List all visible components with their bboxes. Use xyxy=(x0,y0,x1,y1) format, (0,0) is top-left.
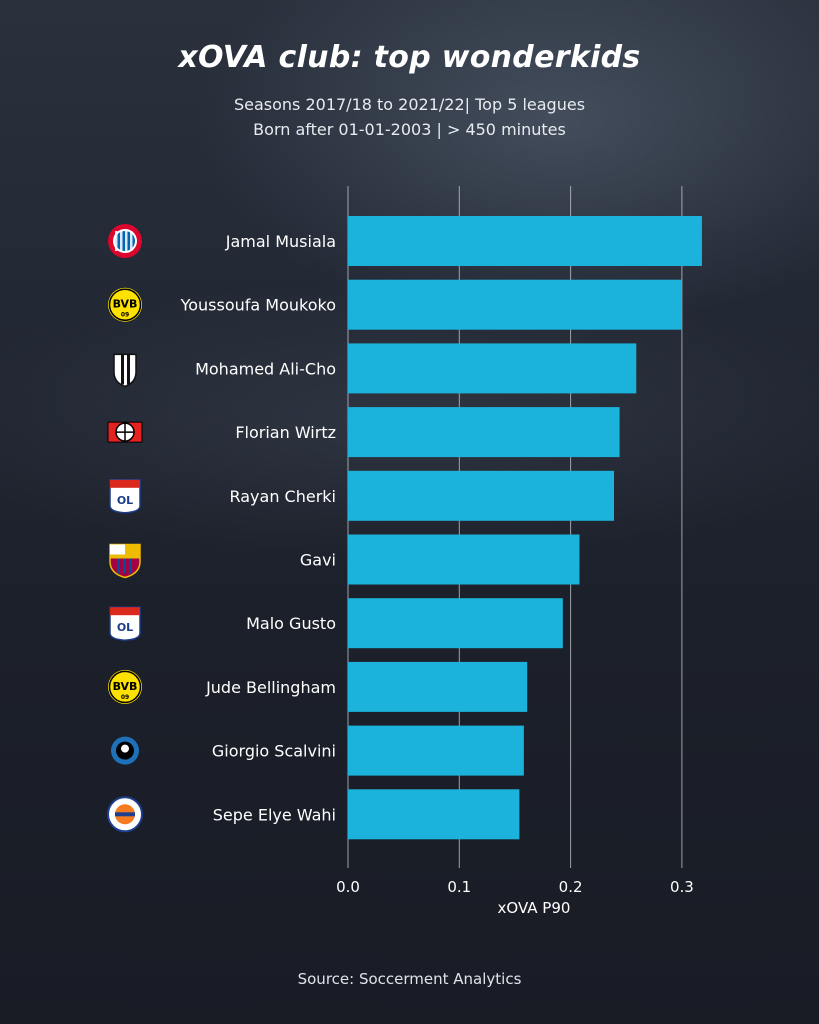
player-label: Gavi xyxy=(300,551,336,570)
chart-subtitle-seasons: Seasons 2017/18 to 2021/22| Top 5 league… xyxy=(233,95,586,114)
x-axis-label: xOVA P90 xyxy=(498,899,571,917)
player-label: Sepe Elye Wahi xyxy=(213,805,336,824)
fc-barcelona-icon xyxy=(109,543,141,579)
svg-text:BVB: BVB xyxy=(113,298,138,311)
bar-florian-wirtz xyxy=(348,407,620,458)
player-label: Malo Gusto xyxy=(246,614,336,633)
svg-text:OL: OL xyxy=(117,621,133,634)
bayer-leverkusen-icon xyxy=(107,421,143,443)
player-label: Youssoufa Moukoko xyxy=(180,296,336,315)
bar-jude-bellingham xyxy=(348,661,528,712)
player-labels: Jamal Musiala Youssoufa Moukoko Mohamed Al… xyxy=(180,232,336,824)
x-tick-label: 0.2 xyxy=(559,878,583,896)
bar-malo-gusto xyxy=(348,598,563,649)
player-label: Giorgio Scalvini xyxy=(212,742,336,761)
bar-sepe-elye-wahi xyxy=(348,789,520,840)
svg-text:OL: OL xyxy=(117,494,133,507)
chart-title: xOVA club: top wonderkids xyxy=(178,40,641,75)
angers-icon xyxy=(113,353,137,388)
svg-text:BVB: BVB xyxy=(113,680,138,693)
player-label: Jude Bellingham xyxy=(205,678,336,697)
x-tick-label: 0.3 xyxy=(670,878,694,896)
montpellier-icon xyxy=(107,796,143,833)
player-label: Mohamed Ali-Cho xyxy=(195,359,336,378)
x-axis-ticks: 0.0 0.1 0.2 0.3 xyxy=(336,878,694,896)
bar-mohamed-ali-cho xyxy=(348,343,637,394)
bar-rayan-cherki xyxy=(348,470,615,521)
player-label: Jamal Musiala xyxy=(225,232,336,251)
source-note: Source: Soccerment Analytics xyxy=(297,970,522,988)
x-tick-label: 0.1 xyxy=(447,878,471,896)
bar-youssoufa-moukoko xyxy=(348,279,682,330)
bars xyxy=(348,216,702,840)
svg-text:09: 09 xyxy=(121,694,129,701)
player-label: Florian Wirtz xyxy=(235,423,336,442)
x-tick-label: 0.0 xyxy=(336,878,360,896)
olympique-lyonnais-icon: OL xyxy=(109,479,141,514)
olympique-lyonnais-icon: OL xyxy=(109,606,141,641)
bar-gavi xyxy=(348,534,580,585)
player-label: Rayan Cherki xyxy=(229,487,336,506)
bar-giorgio-scalvini xyxy=(348,725,524,776)
bayern-munich-icon xyxy=(108,224,142,258)
svg-text:09: 09 xyxy=(121,312,129,319)
atalanta-icon xyxy=(111,736,139,765)
bar-jamal-musiala xyxy=(348,216,702,266)
chart-subtitle-criteria: Born after 01-01-2003 | > 450 minutes xyxy=(253,120,566,139)
